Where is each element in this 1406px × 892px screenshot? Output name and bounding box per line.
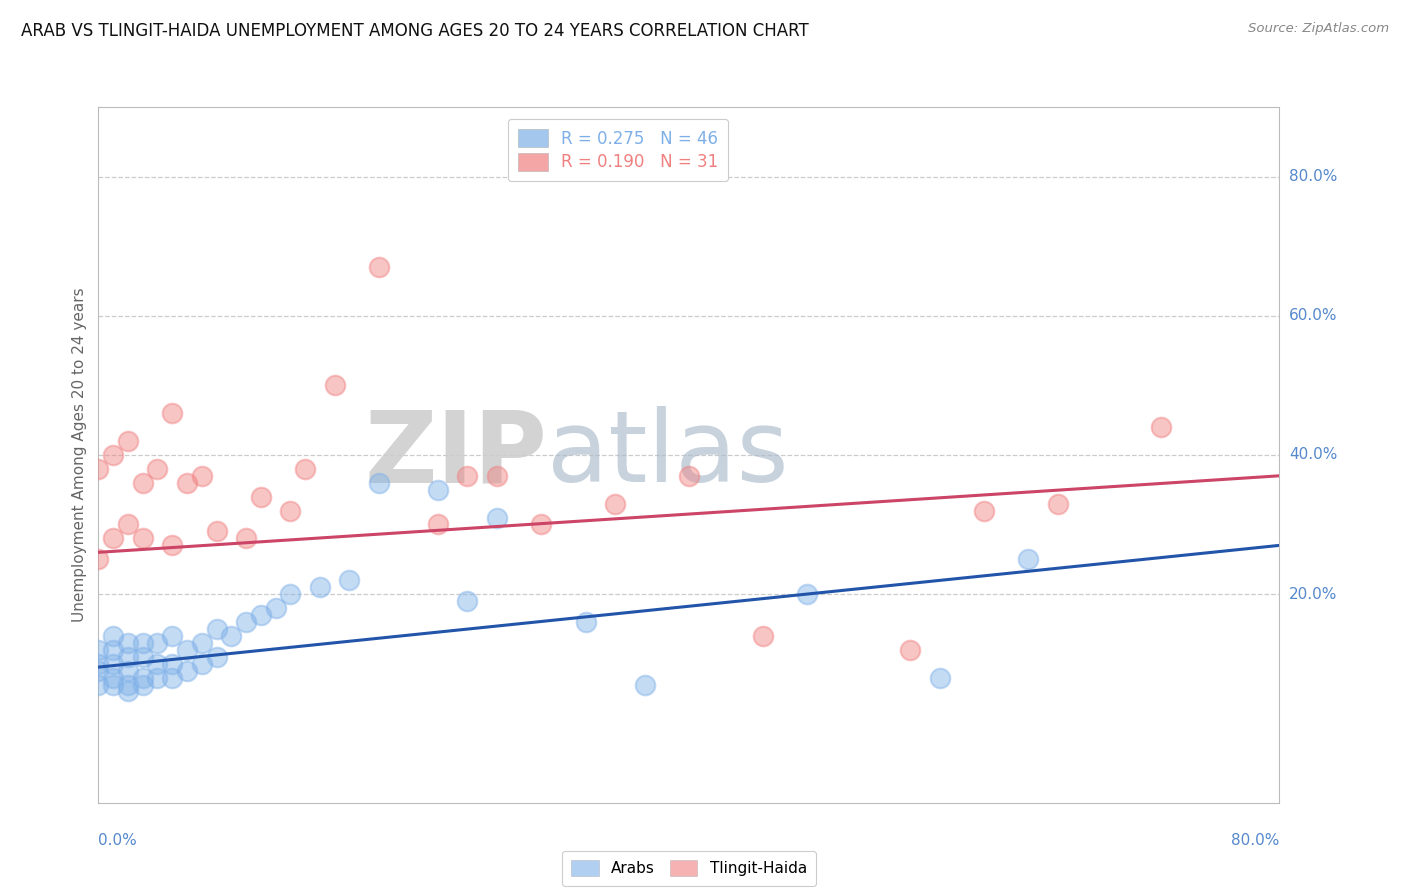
Point [427,517,450,532]
Point [132,677,155,691]
Point [117,649,139,664]
Point [132,671,155,685]
Point [235,615,257,629]
Point [103,629,125,643]
Point [486,510,509,524]
Point [103,671,125,685]
Point [900,642,922,657]
Point [486,468,509,483]
Point [191,657,214,671]
Point [928,671,950,685]
Point [205,524,228,539]
Legend: Arabs, Tlingit-Haida: Arabs, Tlingit-Haida [562,851,815,886]
Point [162,629,183,643]
Point [235,532,257,546]
Y-axis label: Unemployment Among Ages 20 to 24 years: Unemployment Among Ages 20 to 24 years [72,287,87,623]
Point [205,622,228,636]
Point [103,532,125,546]
Point [103,657,125,671]
Text: 80.0%: 80.0% [1289,169,1337,184]
Point [250,490,273,504]
Point [103,677,125,691]
Point [368,475,391,490]
Point [103,448,125,462]
Point [191,468,214,483]
Text: ZIP: ZIP [364,407,547,503]
Point [278,587,302,601]
Text: 80.0%: 80.0% [1232,833,1279,848]
Point [368,260,391,274]
Point [117,434,139,448]
Point [87,664,110,678]
Point [117,684,139,698]
Point [219,629,242,643]
Point [87,657,110,671]
Point [132,475,155,490]
Point [162,657,183,671]
Text: 40.0%: 40.0% [1289,448,1337,462]
Point [162,538,183,552]
Point [87,462,110,476]
Point [146,636,169,650]
Text: 60.0%: 60.0% [1289,309,1337,323]
Point [132,636,155,650]
Point [427,483,450,497]
Point [205,649,228,664]
Point [1046,497,1069,511]
Point [117,636,139,650]
Point [605,497,627,511]
Point [191,636,214,650]
Point [1150,420,1173,434]
Point [751,629,773,643]
Text: 20.0%: 20.0% [1289,587,1337,601]
Point [176,475,198,490]
Text: ARAB VS TLINGIT-HAIDA UNEMPLOYMENT AMONG AGES 20 TO 24 YEARS CORRELATION CHART: ARAB VS TLINGIT-HAIDA UNEMPLOYMENT AMONG… [21,22,808,40]
Point [146,671,169,685]
Point [117,677,139,691]
Text: atlas: atlas [547,407,789,503]
Point [250,607,273,622]
Text: Source: ZipAtlas.com: Source: ZipAtlas.com [1249,22,1389,36]
Point [87,642,110,657]
Point [117,664,139,678]
Point [146,657,169,671]
Point [264,601,287,615]
Point [146,462,169,476]
Point [103,642,125,657]
Point [309,580,332,594]
Point [162,406,183,420]
Point [678,468,700,483]
Text: 0.0%: 0.0% [98,833,138,848]
Point [1017,552,1039,566]
Point [530,517,553,532]
Point [87,552,110,566]
Point [132,532,155,546]
Point [87,677,110,691]
Point [323,378,346,392]
Point [176,642,198,657]
Point [337,573,360,587]
Point [117,517,139,532]
Point [162,671,183,685]
Point [633,677,655,691]
Point [278,503,302,517]
Point [456,594,478,608]
Point [456,468,478,483]
Point [574,615,596,629]
Point [796,587,818,601]
Point [132,649,155,664]
Point [973,503,995,517]
Point [294,462,316,476]
Point [176,664,198,678]
